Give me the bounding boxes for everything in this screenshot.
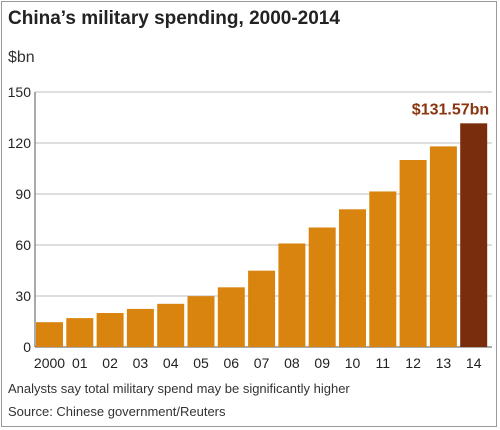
y-tick-label: 60 (15, 237, 31, 253)
y-tick-label: 30 (15, 288, 31, 304)
x-tick-label: 05 (193, 355, 209, 371)
x-tick-label: 03 (133, 355, 149, 371)
bar (248, 270, 276, 347)
x-tick-label: 12 (405, 355, 421, 371)
bar (278, 243, 306, 347)
x-tick-label: 02 (102, 355, 118, 371)
bar (399, 160, 427, 347)
chart-title: China’s military spending, 2000-2014 (8, 8, 340, 29)
x-tick-label: 01 (72, 355, 88, 371)
x-tick-label: 10 (345, 355, 361, 371)
bar (460, 123, 488, 348)
chart-note: Analysts say total military spend may be… (8, 381, 350, 396)
bar (96, 313, 124, 347)
y-tick-label: 90 (15, 186, 31, 202)
x-tick-label: 07 (254, 355, 270, 371)
y-axis-ticks: 0 30 60 90 120 150 (8, 84, 32, 355)
x-tick-label: 06 (224, 355, 240, 371)
y-tick-label: 150 (8, 84, 32, 100)
unit-label: $bn (8, 49, 35, 66)
bar (36, 322, 63, 347)
bar (429, 146, 457, 347)
bar (187, 296, 215, 347)
x-tick-label: 2000 (34, 355, 65, 371)
x-tick-label: 08 (284, 355, 300, 371)
bars (36, 123, 488, 348)
x-axis-ticks: 2000 01 02 03 04 05 06 07 08 09 10 11 12 13 14 (34, 355, 482, 371)
bar (66, 318, 94, 347)
y-tick-label: 0 (23, 339, 31, 355)
x-tick-label: 09 (314, 355, 330, 371)
bar (339, 209, 366, 347)
x-tick-label: 04 (163, 355, 179, 371)
bar (308, 227, 336, 347)
x-tick-label: 13 (436, 355, 452, 371)
y-tick-label: 120 (8, 135, 32, 151)
gridlines (34, 91, 492, 348)
x-tick-label: 11 (376, 355, 391, 371)
bar (157, 303, 185, 347)
chart-source: Source: Chinese government/Reuters (8, 404, 226, 419)
bar (217, 287, 245, 347)
bar (369, 191, 397, 347)
highlight-callout: $131.57bn (412, 101, 489, 118)
x-tick-label: 14 (466, 355, 482, 371)
bar (126, 308, 154, 347)
